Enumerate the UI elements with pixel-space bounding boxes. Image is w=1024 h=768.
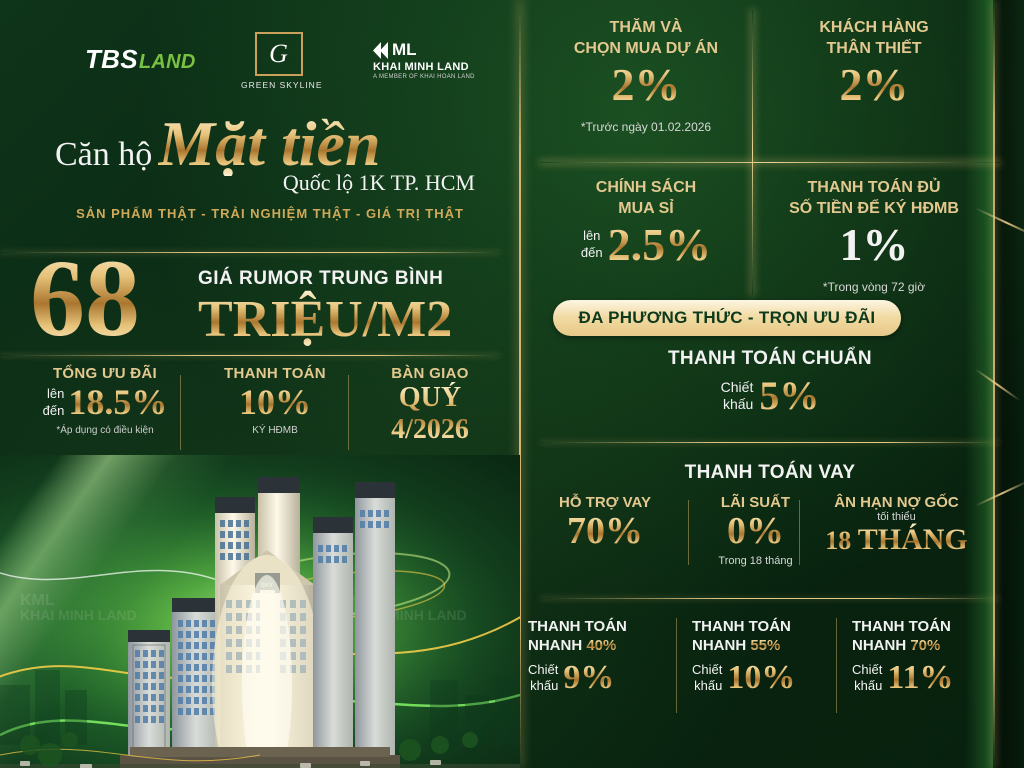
svg-text:KML: KML	[20, 592, 55, 609]
svg-text:KHAI MINH LAND: KHAI MINH LAND	[20, 607, 137, 623]
